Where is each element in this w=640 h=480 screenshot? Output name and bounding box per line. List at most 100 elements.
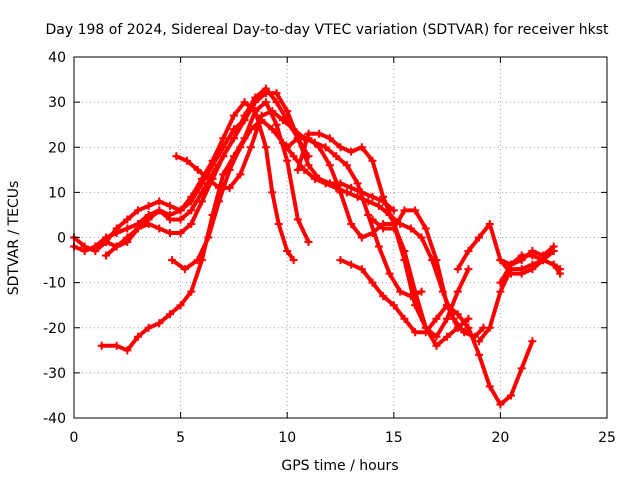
data-point [293, 215, 302, 224]
data-point [475, 350, 484, 359]
data-point [133, 206, 142, 215]
data-point [364, 210, 373, 219]
series-arc-2 [70, 98, 298, 265]
data-point [176, 206, 185, 215]
data-point [549, 260, 558, 269]
data-point [464, 328, 473, 337]
data-point [165, 201, 174, 210]
y-tick-label: -40 [43, 411, 66, 427]
data-point [101, 251, 110, 260]
data-point [165, 228, 174, 237]
data-point [368, 156, 377, 165]
data-point [400, 256, 409, 265]
data-point [411, 206, 420, 215]
data-point [268, 125, 277, 134]
plot-data [70, 84, 565, 409]
series-arc-7 [97, 98, 313, 355]
x-tick-label: 10 [278, 430, 296, 446]
data-point [240, 134, 249, 143]
data-point [236, 170, 245, 179]
tick-labels: 0 5 10 15 20 25 -40 -30 -20 -10 0 10 20 30 40 [43, 50, 616, 446]
data-point [432, 314, 441, 323]
data-point [168, 256, 177, 265]
data-point [91, 242, 100, 251]
data-point [325, 161, 334, 170]
data-point [528, 247, 537, 256]
data-point [155, 206, 164, 215]
y-tick-label: -30 [43, 366, 66, 382]
y-axis-label: SDTVAR / TECUs [6, 181, 22, 296]
data-point [197, 256, 206, 265]
data-point [421, 224, 430, 233]
data-point [204, 174, 213, 183]
x-tick-label: 5 [176, 430, 185, 446]
data-point [187, 219, 196, 228]
data-point [396, 287, 405, 296]
data-point [385, 269, 394, 278]
data-point [123, 346, 132, 355]
data-point [219, 134, 228, 143]
data-point [379, 224, 388, 233]
data-point [155, 197, 164, 206]
data-point [485, 382, 494, 391]
data-point [176, 301, 185, 310]
data-point [453, 323, 462, 332]
y-tick-label: 20 [48, 140, 66, 156]
x-tick-label: 20 [491, 430, 509, 446]
data-point [219, 152, 228, 161]
data-point [187, 206, 196, 215]
data-point [268, 188, 277, 197]
data-point [144, 219, 153, 228]
series-arc-5 [172, 107, 426, 301]
data-point [112, 242, 121, 251]
data-point [368, 215, 377, 224]
data-point [507, 260, 516, 269]
data-point [432, 256, 441, 265]
data-point [229, 152, 238, 161]
data-point [406, 224, 415, 233]
data-point [374, 242, 383, 251]
data-point [165, 310, 174, 319]
series-line [455, 221, 556, 276]
data-point [517, 364, 526, 373]
data-point [432, 341, 441, 350]
data-point [347, 219, 356, 228]
data-point [389, 206, 398, 215]
data-point [364, 197, 373, 206]
data-point [432, 332, 441, 341]
data-point [336, 256, 345, 265]
data-point [246, 143, 255, 152]
grid-lines [74, 57, 607, 418]
data-point [464, 247, 473, 256]
data-point [144, 323, 153, 332]
data-point [283, 247, 292, 256]
data-point [304, 161, 313, 170]
y-tick-label: -20 [43, 321, 66, 337]
data-point [357, 143, 366, 152]
data-point [443, 332, 452, 341]
data-point [172, 152, 181, 161]
data-point [272, 120, 281, 129]
data-point [219, 170, 228, 179]
data-point [368, 228, 377, 237]
data-point [261, 89, 270, 98]
data-point [187, 192, 196, 201]
data-point [240, 116, 249, 125]
x-tick-label: 25 [598, 430, 616, 446]
data-point [80, 247, 89, 256]
data-point [485, 219, 494, 228]
data-point [293, 165, 302, 174]
data-point [443, 314, 452, 323]
data-point [97, 341, 106, 350]
data-point [496, 278, 505, 287]
data-point [374, 201, 383, 210]
data-point [208, 156, 217, 165]
data-point [453, 265, 462, 274]
y-tick-label: 40 [48, 50, 66, 66]
data-point [475, 337, 484, 346]
data-point [278, 116, 287, 125]
data-point [133, 224, 142, 233]
data-point [549, 242, 558, 251]
data-point [133, 332, 142, 341]
data-point [272, 98, 281, 107]
